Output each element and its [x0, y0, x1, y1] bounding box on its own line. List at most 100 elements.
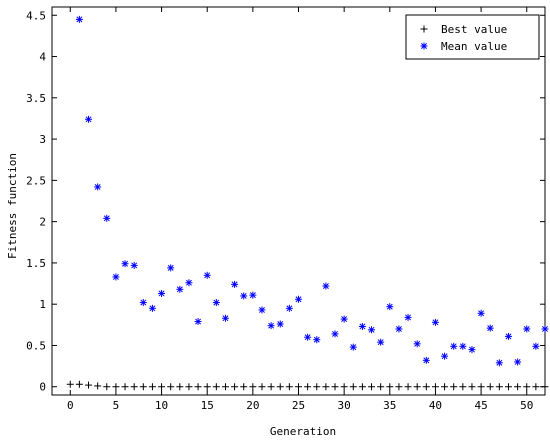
- best-value-point: [121, 383, 129, 391]
- legend-marker-mean-value: [420, 42, 428, 50]
- y-tick-label: 0: [39, 381, 46, 394]
- best-value-point: [112, 383, 120, 391]
- y-tick-label: 3.5: [26, 92, 46, 105]
- x-tick-label: 5: [113, 399, 120, 412]
- mean-value-point: [139, 299, 147, 307]
- mean-value-point: [514, 358, 522, 366]
- mean-value-point: [441, 352, 449, 360]
- mean-value-point: [185, 279, 193, 287]
- mean-value-point: [486, 324, 494, 332]
- mean-value-point: [504, 332, 512, 340]
- best-value-point: [477, 383, 485, 391]
- best-value-point: [358, 383, 366, 391]
- mean-value-point: [249, 291, 257, 299]
- mean-value-point: [130, 261, 138, 269]
- mean-value-point: [258, 306, 266, 314]
- best-value-point: [504, 383, 512, 391]
- best-value-point: [130, 383, 138, 391]
- best-value-point: [285, 383, 293, 391]
- best-value-point: [185, 383, 193, 391]
- series-layer: [66, 15, 549, 391]
- mean-value-point: [203, 271, 211, 279]
- legend-marker-best-value: [420, 25, 428, 33]
- best-value-point: [468, 383, 476, 391]
- mean-value-point: [295, 295, 302, 303]
- mean-value-point: [377, 338, 385, 346]
- best-value-point: [85, 381, 93, 389]
- mean-value-point: [75, 15, 83, 23]
- legend-label-best-value: Best value: [441, 23, 507, 36]
- best-value-point: [139, 383, 147, 391]
- mean-value-point: [422, 356, 430, 364]
- x-tick-label: 50: [520, 399, 533, 412]
- mean-value-point: [240, 292, 248, 300]
- x-tick-label: 15: [201, 399, 214, 412]
- mean-value-point: [85, 115, 93, 123]
- mean-value-point: [221, 314, 229, 322]
- x-axis-ticks: 0 5 10 15 20 25 30 35 40 45 50: [67, 7, 533, 412]
- x-tick-label: 10: [155, 399, 168, 412]
- mean-value-point: [358, 322, 366, 330]
- mean-value-point: [431, 318, 439, 326]
- best-value-point: [103, 383, 111, 391]
- series-best-value: [66, 380, 549, 391]
- best-value-point: [450, 383, 458, 391]
- best-value-point: [523, 383, 531, 391]
- y-tick-label: 4.5: [26, 9, 46, 22]
- best-value-point: [240, 383, 248, 391]
- mean-value-point: [395, 325, 403, 333]
- best-value-point: [75, 380, 83, 388]
- mean-value-point: [468, 346, 476, 354]
- best-value-point: [495, 383, 503, 391]
- best-value-point: [276, 383, 284, 391]
- mean-value-point: [158, 289, 166, 297]
- legend-label-mean-value: Mean value: [441, 40, 507, 53]
- y-tick-label: 1.5: [26, 257, 46, 270]
- mean-value-point: [194, 318, 202, 326]
- mean-value-point: [459, 342, 467, 350]
- best-value-point: [176, 383, 184, 391]
- mean-value-point: [349, 343, 357, 351]
- best-value-point: [267, 383, 275, 391]
- mean-value-point: [231, 280, 239, 288]
- y-axis-label: Fitness function: [6, 153, 19, 259]
- legend-plus-marker: [420, 25, 428, 33]
- y-tick-label: 0.5: [26, 339, 46, 352]
- mean-value-point: [94, 183, 102, 191]
- mean-value-point: [368, 326, 376, 334]
- best-value-point: [148, 383, 156, 391]
- best-value-point: [459, 383, 467, 391]
- y-tick-label: 3: [39, 133, 46, 146]
- mean-value-point: [285, 304, 293, 312]
- best-value-point: [514, 383, 522, 391]
- mean-value-point: [495, 359, 503, 367]
- mean-value-point: [532, 342, 540, 350]
- x-tick-label: 30: [338, 399, 351, 412]
- best-value-point: [395, 383, 403, 391]
- best-value-point: [340, 383, 348, 391]
- mean-value-point: [267, 322, 275, 330]
- best-value-point: [404, 383, 412, 391]
- mean-value-point: [331, 330, 339, 338]
- best-value-point: [295, 383, 302, 391]
- best-value-point: [413, 383, 421, 391]
- mean-value-point: [450, 342, 458, 350]
- y-axis-ticks: 0 0.5 1 1.5 2 2.5 3 3.5 4 4.5: [26, 9, 545, 394]
- x-tick-label: 20: [246, 399, 259, 412]
- x-tick-label: 40: [429, 399, 442, 412]
- mean-value-point: [340, 315, 348, 323]
- best-value-point: [541, 383, 549, 391]
- y-tick-label: 1: [39, 298, 46, 311]
- mean-value-point: [477, 309, 485, 317]
- best-value-point: [368, 383, 376, 391]
- legend: Best value Mean value: [405, 14, 540, 60]
- best-value-point: [304, 383, 312, 391]
- x-tick-label: 45: [474, 399, 487, 412]
- best-value-point: [203, 383, 211, 391]
- y-tick-label: 4: [39, 51, 46, 64]
- mean-value-point: [176, 285, 184, 293]
- best-value-point: [231, 383, 239, 391]
- mean-value-point: [523, 325, 531, 333]
- mean-value-point: [541, 325, 549, 333]
- x-axis-label: Generation: [270, 425, 336, 438]
